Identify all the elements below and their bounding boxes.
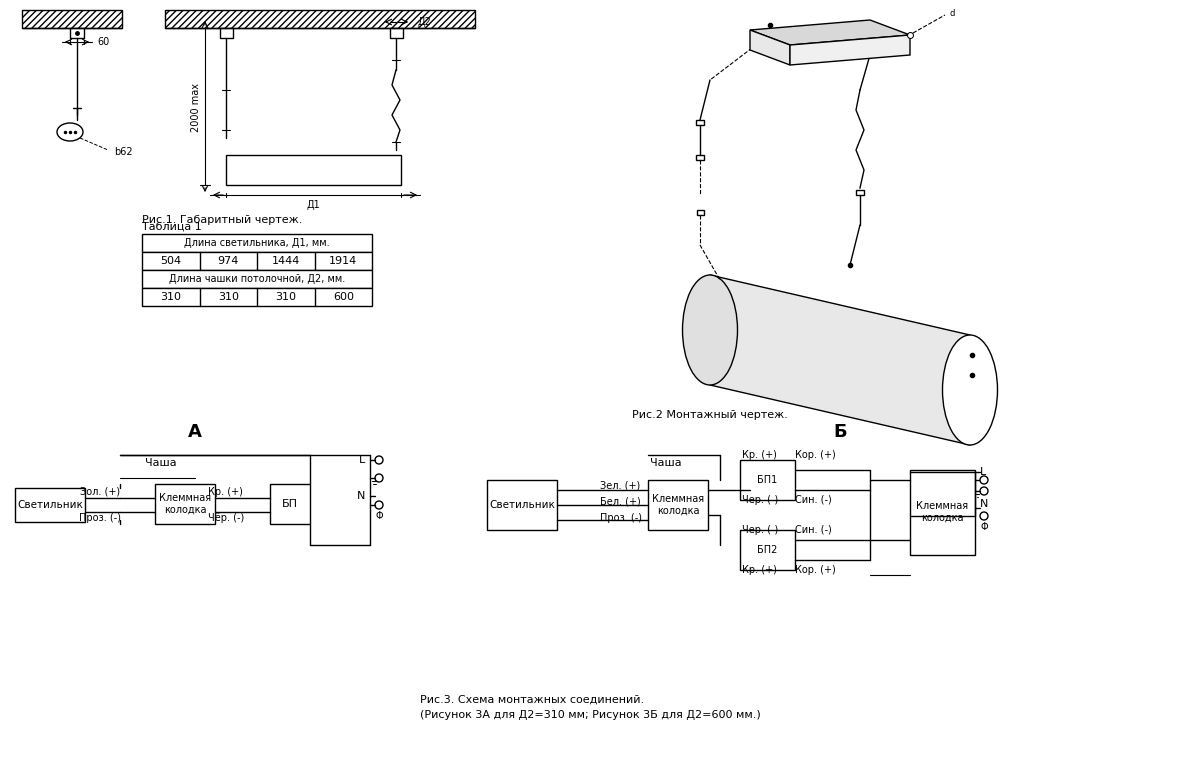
Text: Д1: Д1 [306,200,320,210]
Text: Длина светильника, Д1, мм.: Длина светильника, Д1, мм. [184,238,330,248]
Text: 600: 600 [332,292,354,302]
Text: Φ: Φ [980,522,988,532]
Text: Кр. (+): Кр. (+) [742,565,776,575]
Text: 310: 310 [275,292,296,302]
Text: Φ: Φ [376,511,383,521]
Text: Чер. (-): Чер. (-) [742,525,779,535]
Text: А: А [188,423,202,441]
Ellipse shape [942,335,997,445]
Bar [14,488,85,522]
Text: БП2: БП2 [757,545,778,555]
Polygon shape [750,20,910,45]
Text: Проз. (-): Проз. (-) [79,513,121,523]
Bar [740,530,796,570]
Text: Проз. (-): Проз. (-) [600,513,642,523]
Text: Б: Б [833,423,847,441]
Text: 1444: 1444 [271,256,300,266]
Text: d: d [950,9,955,18]
Text: Длина чашки потолочной, Д2, мм.: Длина чашки потолочной, Д2, мм. [169,274,346,284]
Bar [648,480,708,530]
Text: Бел. (+): Бел. (+) [600,497,641,507]
Text: Чёр. (-): Чёр. (-) [208,513,245,523]
Polygon shape [790,35,910,65]
Text: Зол. (+): Зол. (+) [80,487,120,497]
Text: 2000 max: 2000 max [191,82,202,131]
Text: Кор. (+): Кор. (+) [796,450,835,460]
Bar [910,470,974,555]
Text: Клеммная
колодка: Клеммная колодка [652,494,704,516]
Text: Светильник: Светильник [490,500,554,510]
Text: Зел. (+): Зел. (+) [600,481,641,491]
Bar [142,288,372,306]
Text: Син. (-): Син. (-) [796,525,832,535]
Text: Кор. (+): Кор. (+) [796,565,835,575]
Polygon shape [710,275,970,445]
Text: БП1: БП1 [757,475,778,485]
Bar [142,252,372,270]
Bar [155,484,215,524]
Text: 504: 504 [160,256,181,266]
Text: Чаша: Чаша [650,458,682,468]
Text: 974: 974 [217,256,239,266]
Text: Д2: Д2 [418,17,432,27]
Text: Клеммная
колодка: Клеммная колодка [916,501,968,523]
Bar [226,155,401,185]
Text: 310: 310 [161,292,181,302]
Bar [696,120,704,125]
Text: Рис.3. Схема монтажных соединений.: Рис.3. Схема монтажных соединений. [420,695,644,705]
Ellipse shape [683,275,738,385]
Bar [22,10,122,28]
Text: БП: БП [282,499,298,509]
Text: Чер. (-): Чер. (-) [742,495,779,505]
Text: N: N [356,491,365,501]
Bar [142,234,372,252]
Bar [220,28,233,38]
Text: L: L [359,455,365,465]
Text: Рис.2 Монтажный чертеж.: Рис.2 Монтажный чертеж. [632,410,788,420]
Text: Таблица 1: Таблица 1 [142,222,202,232]
Bar [390,28,403,38]
Bar [856,190,864,195]
Text: Рис.1. Габаритный чертеж.: Рис.1. Габаритный чертеж. [142,215,302,225]
Bar [487,480,557,530]
Bar [740,460,796,500]
Polygon shape [750,30,790,65]
Text: Светильник: Светильник [17,500,83,510]
Text: Син. (-): Син. (-) [796,495,832,505]
Text: Чаша: Чаша [145,458,176,468]
Text: L: L [980,467,986,477]
Text: 310: 310 [217,292,239,302]
Bar [70,28,84,38]
Bar [166,10,475,28]
Bar [696,155,704,160]
Text: N: N [980,499,989,509]
Text: Кр. (+): Кр. (+) [208,487,242,497]
Bar [697,210,704,215]
Bar [270,484,310,524]
Text: (Рисунок 3А для Д2=310 мм; Рисунок 3Б для Д2=600 мм.): (Рисунок 3А для Д2=310 мм; Рисунок 3Б дл… [420,710,761,720]
Text: b62: b62 [114,147,133,157]
Bar [142,270,372,288]
Text: Клеммная
колодка: Клеммная колодка [158,494,211,514]
Text: Кр. (+): Кр. (+) [742,450,776,460]
Text: 1914: 1914 [329,256,358,266]
Text: 60: 60 [97,37,109,47]
